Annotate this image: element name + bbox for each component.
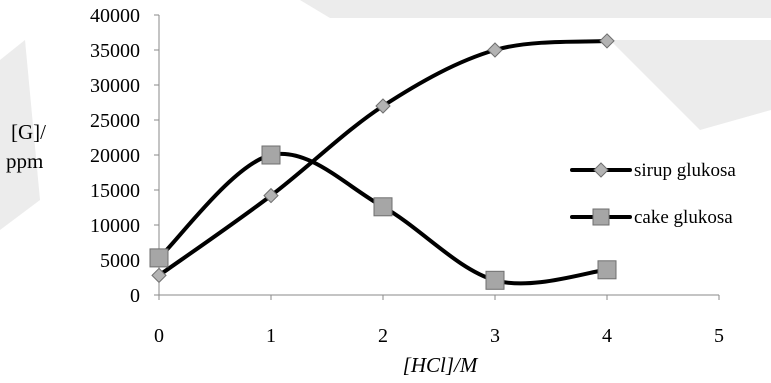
y-tick-label: 0: [130, 285, 140, 307]
y-tick-label: 10000: [90, 215, 140, 237]
y-tick-label: 40000: [90, 5, 140, 27]
legend-label-cake-glukosa: cake glukosa: [634, 207, 733, 228]
data-point-cake-glukosa-3: [485, 270, 505, 290]
data-point-sirup-glukosa-4: [599, 33, 615, 49]
x-axis-title: [HCl]/M: [403, 353, 479, 377]
y-tick-label: 15000: [90, 180, 140, 202]
data-point-cake-glukosa-4: [597, 260, 617, 280]
background-decoration: [0, 0, 771, 230]
data-point-sirup-glukosa-3: [487, 42, 503, 58]
data-point-sirup-glukosa-2: [375, 98, 391, 114]
y-tick-label: 5000: [100, 250, 140, 272]
legend-marker-square-icon: [592, 208, 610, 226]
x-tick-label: 1: [266, 325, 276, 347]
series-layer: [149, 33, 617, 290]
data-point-cake-glukosa-2: [373, 197, 393, 217]
legend-label-sirup-glukosa: sirup glukosa: [634, 160, 736, 181]
x-tick-label: 4: [602, 325, 612, 347]
y-tick-label: 35000: [90, 40, 140, 62]
y-tick-group: 0 5000 10000 15000 20000 25000 30000 35000 40000: [90, 5, 159, 307]
data-point-cake-glukosa-0: [149, 248, 169, 268]
legend-marker-diamond-icon: [593, 162, 609, 178]
data-point-sirup-glukosa-1: [263, 187, 279, 204]
legend: sirup glukosa cake glukosa: [570, 160, 736, 228]
x-tick-group: 0 1 2 3 4 5: [154, 295, 724, 347]
y-tick-label: 25000: [90, 110, 140, 132]
y-tick-label: 20000: [90, 145, 140, 167]
x-tick-label: 5: [714, 325, 724, 347]
x-tick-label: 2: [378, 325, 388, 347]
series-line-sirup-glukosa: [157, 38, 609, 278]
legend-item-sirup-glukosa: sirup glukosa: [570, 160, 736, 181]
x-tick-label: 3: [490, 325, 500, 347]
data-point-sirup-glukosa-0: [151, 267, 167, 284]
legend-item-cake-glukosa: cake glukosa: [570, 207, 733, 228]
x-tick-label: 0: [154, 325, 164, 347]
y-axis-title-line1: [G]/: [11, 120, 46, 144]
y-axis-title-line2: ppm: [6, 149, 43, 173]
series-line-cake-glukosa: [157, 151, 609, 286]
data-point-cake-glukosa-1: [261, 145, 281, 165]
y-tick-label: 30000: [90, 75, 140, 97]
